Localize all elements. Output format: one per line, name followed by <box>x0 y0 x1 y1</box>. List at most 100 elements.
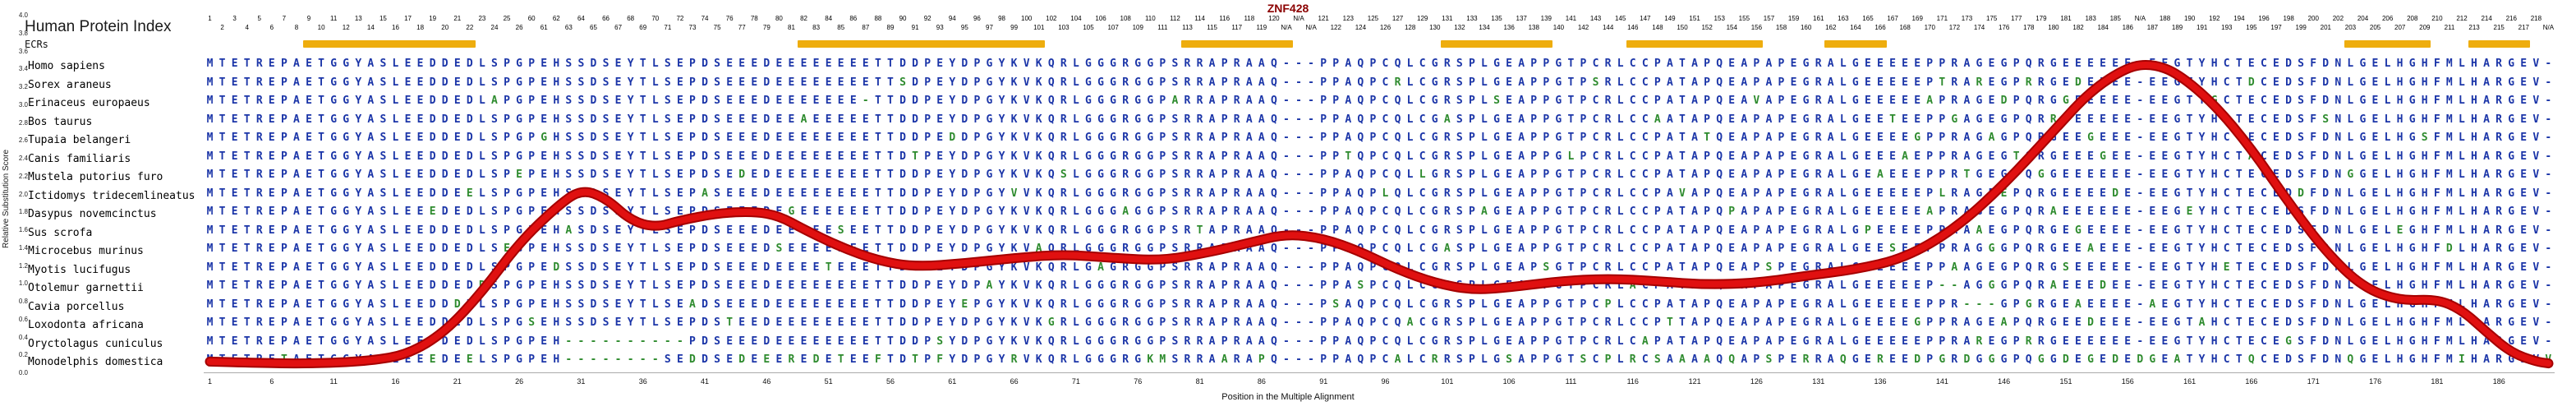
residue: P <box>1159 76 1166 89</box>
residue: P <box>1604 353 1612 366</box>
index-label: 176 <box>1999 24 2010 31</box>
residue: E <box>1864 169 1871 181</box>
residue: M <box>2445 95 2453 107</box>
residue: E <box>2112 206 2119 218</box>
residue: A <box>367 298 375 311</box>
residue: Q <box>2025 279 2032 292</box>
index-label: 151 <box>1689 15 1700 22</box>
residue: G <box>343 150 350 163</box>
x-tick-label: 101 <box>1441 377 1454 386</box>
residue: K <box>1010 224 1018 237</box>
residue: E <box>231 224 238 237</box>
residue: D <box>2322 132 2330 144</box>
residue: S <box>1060 169 1067 181</box>
residue: E <box>1877 95 1884 107</box>
residue: A <box>1666 353 1673 366</box>
residue: E <box>306 316 312 329</box>
residue: S <box>1171 113 1179 126</box>
residue: E <box>2520 58 2528 70</box>
residue: S <box>2322 113 2330 126</box>
residue: P <box>528 150 536 163</box>
residue: Y <box>627 95 634 107</box>
residue: E <box>1902 224 1908 237</box>
residue: G <box>2508 261 2515 274</box>
residue: G <box>1555 76 1562 89</box>
residue: T <box>1704 132 1710 144</box>
residue: V <box>2532 316 2540 329</box>
residue: V <box>2532 353 2540 366</box>
x-tick-label: 141 <box>1935 377 1948 386</box>
residue: C <box>1382 206 1389 218</box>
residue: S <box>1171 169 1179 181</box>
residue: E <box>404 95 412 107</box>
residue: G <box>1147 224 1154 237</box>
residue: A <box>1245 187 1253 200</box>
residue: L <box>2384 95 2391 107</box>
residue: E <box>788 279 795 292</box>
residue: G <box>1147 150 1154 163</box>
residue: E <box>1728 316 1736 329</box>
residue: D <box>2322 187 2330 200</box>
residue: A <box>1741 58 1748 70</box>
residue: G <box>788 206 795 218</box>
residue: P <box>1728 206 1736 218</box>
residue: E <box>1889 58 1896 70</box>
residue: E <box>2112 279 2119 292</box>
residue: R <box>1951 353 1958 366</box>
residue: L <box>1072 224 1079 237</box>
residue: L <box>392 279 399 292</box>
residue: E <box>540 261 548 274</box>
residue: A <box>1345 132 1352 144</box>
residue: D <box>2285 58 2292 70</box>
residue: A <box>2087 242 2094 255</box>
residue: P <box>1939 261 1946 274</box>
residue: E <box>2247 169 2255 181</box>
residue: Q <box>1839 353 1847 366</box>
residue: Q <box>1394 316 1401 329</box>
x-tick-label: 121 <box>1688 377 1701 386</box>
residue: R <box>2037 224 2045 237</box>
residue: - <box>627 335 634 348</box>
residue: D <box>2322 353 2330 366</box>
residue: E <box>2371 298 2379 311</box>
residue: R <box>1815 206 1822 218</box>
residue: P <box>689 58 696 70</box>
x-tick-label: 36 <box>638 377 647 386</box>
residue: S <box>2298 353 2304 366</box>
residue: E <box>825 187 832 200</box>
residue: L <box>1839 261 1847 274</box>
residue: A <box>367 132 375 144</box>
residue: V <box>1023 76 1030 89</box>
residue: T <box>887 58 894 70</box>
residue: A <box>1666 206 1673 218</box>
residue: G <box>343 206 350 218</box>
residue: - <box>2545 261 2552 274</box>
residue: E <box>1506 113 1512 126</box>
residue: T <box>639 132 646 144</box>
residue: P <box>1320 95 1327 107</box>
residue: P <box>1778 242 1785 255</box>
index-label: 217 <box>2518 24 2529 31</box>
residue: M <box>2445 58 2453 70</box>
index-label: 112 <box>1170 15 1180 22</box>
residue: A <box>1666 132 1673 144</box>
residue: A <box>1208 150 1216 163</box>
residue: E <box>676 298 683 311</box>
residue: P <box>924 335 932 348</box>
residue: E <box>825 279 832 292</box>
residue: P <box>1753 353 1760 366</box>
residue: T <box>243 242 251 255</box>
index-label: 153 <box>1714 15 1725 22</box>
residue: E <box>788 316 795 329</box>
residue: - <box>2545 76 2552 89</box>
x-tick-label: 6 <box>269 377 274 386</box>
residue: E <box>726 279 734 292</box>
residue: D <box>961 242 968 255</box>
residue: P <box>1369 206 1377 218</box>
residue: S <box>380 261 387 274</box>
residue: D <box>2062 353 2069 366</box>
residue: E <box>1877 316 1884 329</box>
residue: P <box>924 298 932 311</box>
residue: A <box>1245 353 1253 366</box>
